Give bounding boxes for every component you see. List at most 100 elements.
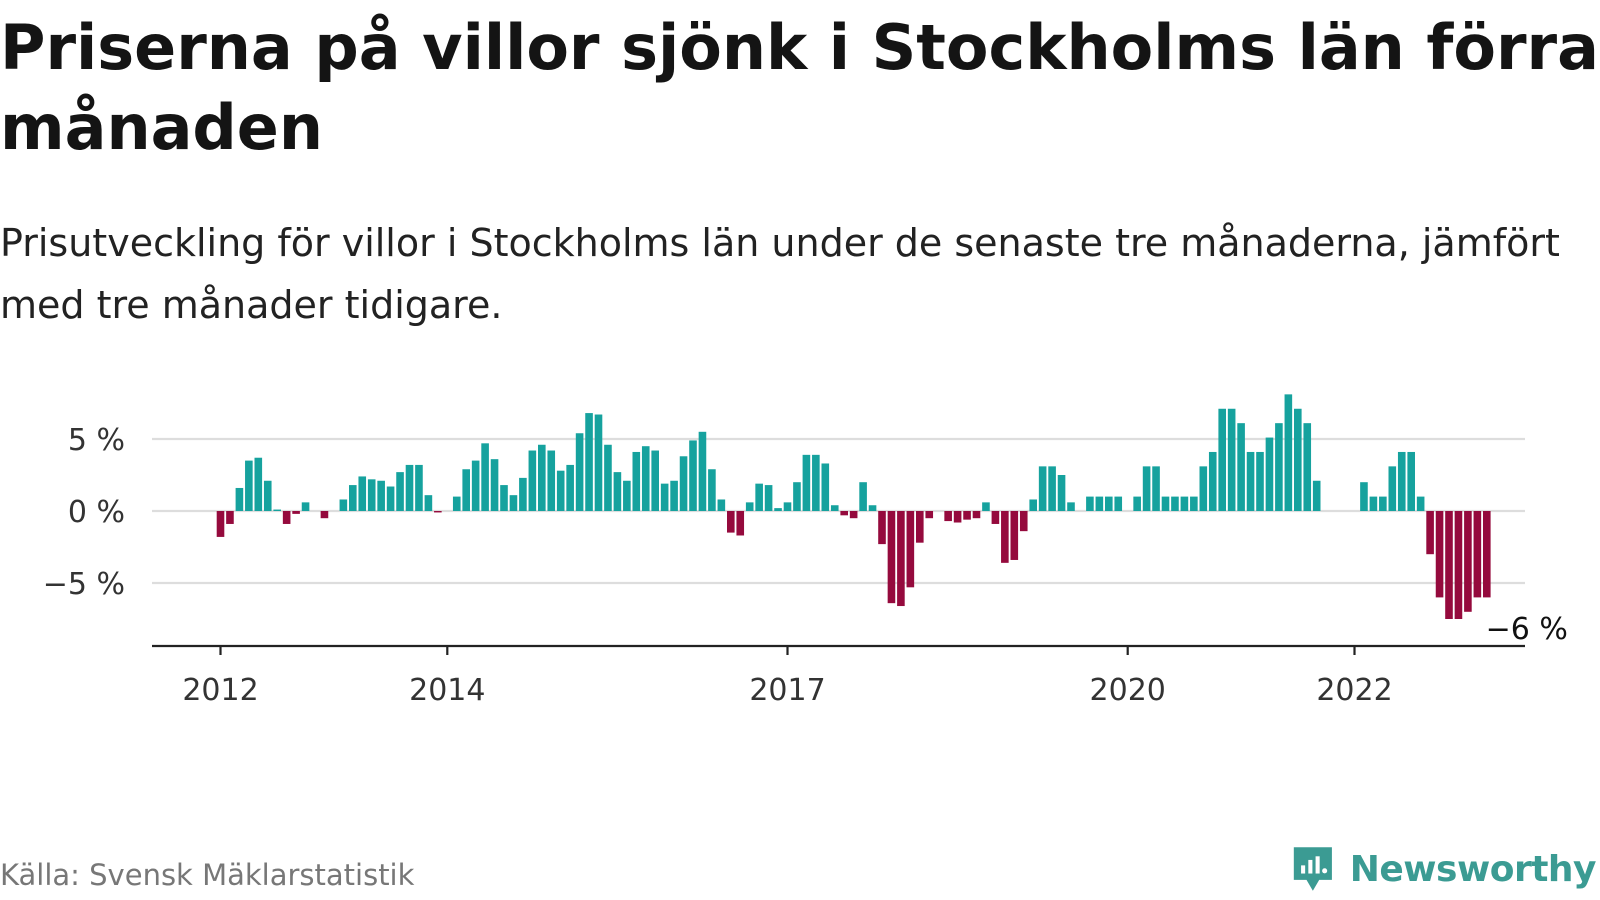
bar: [1407, 451, 1415, 511]
bar: [1416, 496, 1425, 511]
bar: [1294, 408, 1302, 511]
bar: [1067, 502, 1075, 511]
bar: [793, 482, 801, 511]
x-axis: [152, 644, 1525, 655]
bar: [963, 511, 971, 520]
brand-logo: Newsworthy: [1292, 843, 1597, 895]
bar: [1114, 496, 1123, 511]
bar: [1397, 451, 1406, 511]
y-tick-label: 0 %: [68, 495, 125, 530]
bar: [982, 502, 990, 511]
bar: [509, 495, 518, 511]
bar: [1001, 511, 1009, 563]
bar: [1237, 423, 1245, 511]
bar: [434, 511, 442, 513]
bar: [1019, 511, 1028, 532]
bar: [660, 483, 669, 511]
bar: [1190, 496, 1198, 511]
bar: [349, 485, 357, 511]
bar: [396, 472, 404, 511]
bar: [1388, 466, 1397, 511]
bar: [783, 502, 792, 511]
bar: [1265, 437, 1274, 511]
bar: [1369, 496, 1378, 511]
bar: [490, 459, 499, 511]
bar: [415, 464, 423, 511]
bar: [1105, 496, 1113, 511]
bar: [972, 511, 981, 519]
bar: [1038, 466, 1047, 511]
bar: [1284, 394, 1293, 511]
chart-subtitle: Prisutveckling för villor i Stockholms l…: [0, 221, 1560, 327]
bar: [679, 456, 688, 511]
source-note: Källa: Svensk Mäklarstatistik: [0, 858, 415, 892]
bar: [339, 499, 348, 511]
bar: [462, 469, 470, 511]
bar: [802, 454, 811, 511]
bar: [216, 511, 225, 537]
x-tick-label: 2020: [1090, 673, 1166, 708]
bar: [1208, 451, 1217, 511]
bar: [717, 499, 726, 511]
bar: [1454, 511, 1463, 619]
bar: [226, 511, 234, 524]
bar: [1180, 496, 1189, 511]
bar: [273, 509, 281, 511]
bar: [1464, 511, 1472, 612]
bar: [254, 457, 263, 511]
bar: [424, 495, 433, 511]
bar: [1303, 423, 1312, 511]
last-value-label: −6 %: [1486, 612, 1568, 647]
bar: [1360, 482, 1368, 511]
labels: 5 % 0 % −5 % 2012 2014 2017 2020 2022 −6 %: [43, 423, 1571, 708]
bar: [1426, 511, 1434, 555]
bar: [1086, 496, 1094, 511]
bar: [1095, 496, 1104, 511]
bar: [736, 511, 745, 536]
bar: [859, 482, 867, 511]
bar: [1312, 480, 1321, 511]
bar: [556, 470, 565, 511]
bar: [358, 476, 367, 511]
bar: [538, 444, 546, 511]
x-tick-label: 2017: [749, 673, 825, 708]
bar: [830, 505, 839, 511]
bar: [604, 444, 612, 511]
bar: [755, 483, 763, 511]
bar: [528, 450, 537, 511]
bar: [1246, 451, 1255, 511]
y-tick-label: −5 %: [43, 567, 125, 602]
x-tick-label: 2014: [409, 673, 485, 708]
bar: [745, 502, 754, 511]
bar: [1435, 511, 1444, 598]
bar: [698, 431, 707, 511]
bar: [245, 460, 253, 511]
bar: [1010, 511, 1019, 560]
bar: [821, 463, 830, 511]
bar: [1445, 511, 1453, 619]
chart-title: Priserna på villor sjönk i Stockholms lä…: [0, 11, 1599, 164]
bar: [953, 511, 962, 523]
bar: [1133, 496, 1141, 511]
bar: [1473, 511, 1482, 598]
bar: [292, 511, 300, 514]
bar: [1483, 511, 1491, 598]
bar: [1227, 408, 1236, 511]
bar: [235, 487, 244, 511]
bar: [575, 433, 584, 511]
bar: [1275, 423, 1283, 511]
bar: [566, 464, 574, 511]
bar: [1171, 496, 1179, 511]
bar: [840, 511, 848, 516]
bar: [1029, 499, 1037, 511]
bar: [812, 454, 820, 511]
bar: [471, 460, 480, 511]
bar: [613, 472, 622, 511]
bar: [925, 511, 934, 519]
bar: [519, 477, 527, 511]
bar: [641, 446, 650, 511]
bar: [1048, 466, 1056, 511]
bar: [1256, 451, 1264, 511]
bar: [594, 414, 603, 511]
bar: [849, 511, 858, 519]
